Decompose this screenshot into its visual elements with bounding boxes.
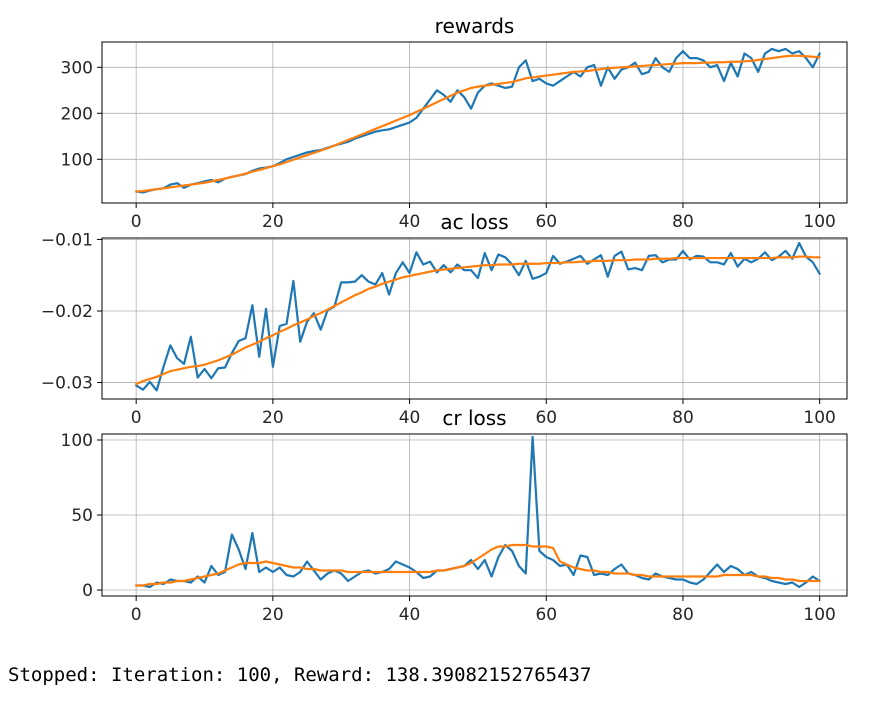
series-line-2 (135, 54, 821, 193)
status-text: Stopped: Iteration: 100, Reward: 138.390… (8, 664, 592, 686)
y-tick-label: 100 (61, 150, 93, 170)
x-tick-label: 100 (803, 212, 835, 232)
chart-title: rewards (435, 14, 515, 38)
x-tick-label: 0 (131, 605, 142, 625)
x-tick-label: 20 (262, 212, 284, 232)
x-tick-label: 60 (535, 408, 557, 428)
series-line-2 (135, 255, 821, 386)
series-line-1 (135, 47, 821, 194)
chart-title: cr loss (442, 406, 506, 430)
x-tick-label: 80 (672, 605, 694, 625)
x-tick-label: 60 (535, 212, 557, 232)
x-tick-label: 20 (262, 605, 284, 625)
series-line-2 (135, 543, 821, 587)
subplot-1: 0 20 40 60 80 100 100 200 300 rewards (61, 14, 848, 232)
axes-frame (101, 433, 848, 597)
x-tick-label: 40 (399, 212, 421, 232)
y-tick-label: 200 (61, 104, 93, 124)
x-tick-label: 0 (131, 212, 142, 232)
x-tick-label: 60 (535, 605, 557, 625)
y-tick-label: 50 (71, 506, 93, 526)
chart-title: ac loss (440, 210, 508, 234)
axes-frame (101, 237, 848, 400)
y-tick-label: 300 (61, 58, 93, 78)
y-tick-label: 0 (82, 581, 93, 601)
x-tick-label: 80 (672, 212, 694, 232)
x-tick-label: 40 (399, 605, 421, 625)
x-tick-label: 0 (131, 408, 142, 428)
subplot-3: 0 20 40 60 80 100 0 50 100 cr loss (61, 406, 848, 625)
y-tick-label: −0.01 (41, 230, 93, 250)
subplot-2: 0 20 40 60 80 100 −0.01 −0.02 −0.03 ac loss (41, 210, 848, 428)
x-tick-label: 40 (399, 408, 421, 428)
y-tick-label: −0.02 (41, 302, 93, 322)
x-tick-label: 20 (262, 408, 284, 428)
axes-frame (101, 41, 848, 204)
x-tick-label: 100 (803, 408, 835, 428)
y-tick-label: 100 (61, 431, 93, 451)
x-tick-label: 100 (803, 605, 835, 625)
x-tick-label: 80 (672, 408, 694, 428)
y-tick-label: −0.03 (41, 374, 93, 394)
